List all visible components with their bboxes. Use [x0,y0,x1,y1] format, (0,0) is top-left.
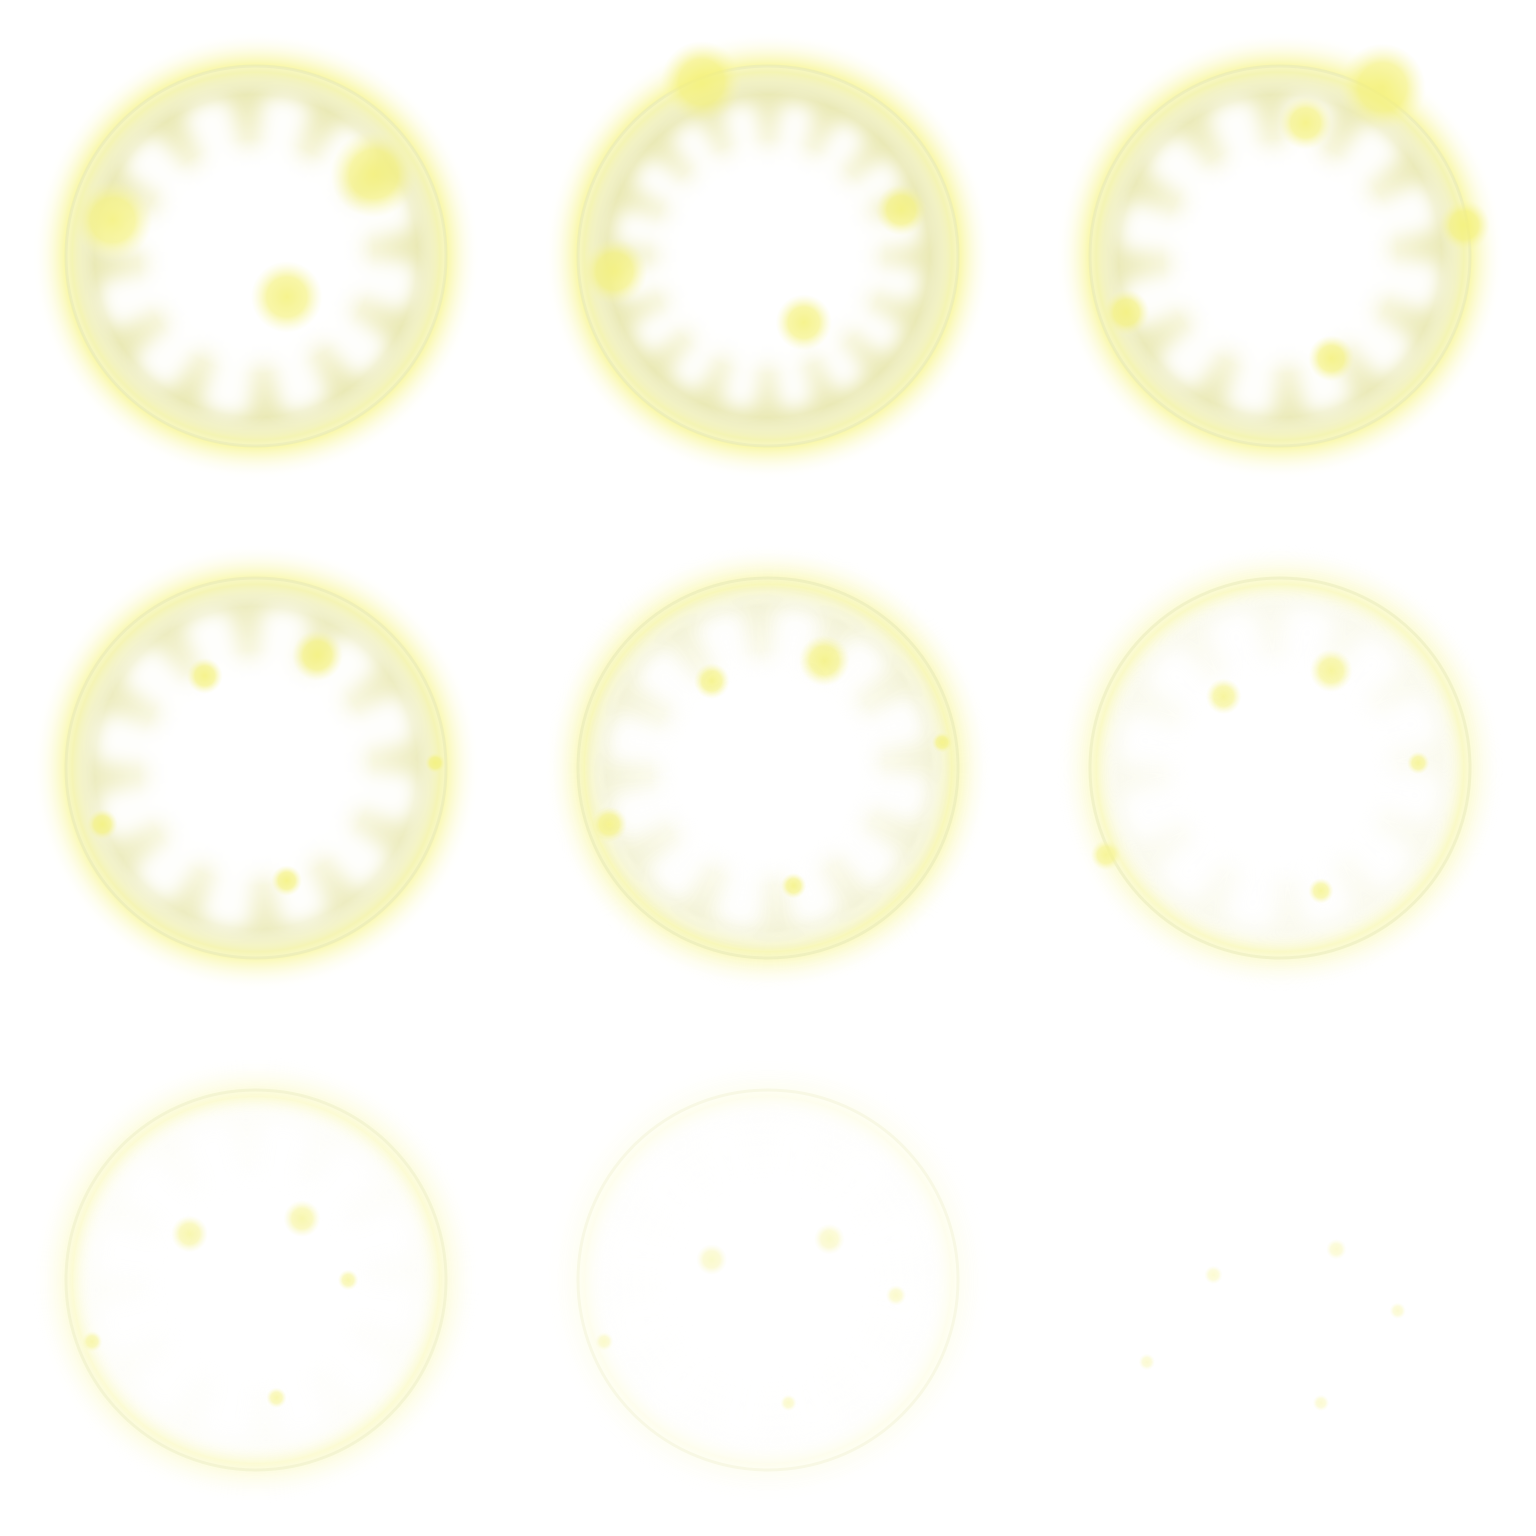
yellow-orb [885,1285,907,1306]
yellow-orb [696,1244,728,1275]
yellow-orb [581,238,648,305]
burst-frame-6 [1024,512,1536,1024]
yellow-orb [1308,335,1355,382]
yellow-orb [330,130,418,218]
rim-outline [64,64,448,448]
white-core [170,682,342,854]
yellow-orb [81,1331,103,1352]
rim-outline [576,576,960,960]
yellow-orb [775,294,832,351]
white-core [1194,682,1366,854]
rim-outline [1088,576,1472,960]
yellow-orb [693,663,730,699]
white-core [682,682,854,854]
yellow-orb [1338,43,1426,131]
yellow-orb [780,1394,797,1412]
yellow-orb [186,657,223,694]
yellow-orb [1389,1302,1406,1319]
yellow-orb [1205,678,1242,715]
yellow-orb [424,752,446,774]
yellow-orb [72,180,153,261]
yellow-orb [780,872,807,899]
yellow-orb [1278,96,1333,150]
rim-outline [64,576,448,960]
burst-frame-1 [0,0,512,512]
yellow-orb [266,1387,287,1408]
yellow-orb [1103,289,1150,336]
yellow-orb [291,629,344,681]
rim-outline [576,1088,960,1472]
yellow-orb [1406,751,1430,775]
burst-frame-5 [512,512,1024,1024]
yellow-orb [1308,878,1334,904]
burst-frame-4 [0,512,512,1024]
yellow-orb [1138,1353,1156,1371]
yellow-orb [1438,199,1490,251]
yellow-orb [814,1223,845,1255]
burst-frame-3 [1024,0,1536,512]
rim-outline [576,64,960,448]
yellow-orb [250,261,323,333]
yellow-orb [594,1332,614,1351]
yellow-orb [660,40,743,123]
yellow-orb [1326,1239,1347,1260]
rim-outline [64,1088,448,1472]
yellow-orb [1204,1265,1223,1285]
burst-frame-2 [512,0,1024,512]
yellow-orb [798,634,850,687]
yellow-orb [271,865,303,896]
white-core [682,1194,854,1366]
rim-outline [1088,64,1472,448]
burst-frame-7 [0,1024,512,1536]
yellow-orb [171,1215,208,1253]
white-core [170,1194,342,1366]
yellow-orb [283,1200,321,1237]
burst-frame-8 [512,1024,1024,1536]
yellow-orb [1312,1394,1330,1412]
white-core [1194,170,1366,342]
yellow-orb [1309,649,1353,693]
yellow-orb [591,806,628,843]
yellow-orb [931,732,953,753]
yellow-orb [87,808,118,840]
burst-frame-9 [1024,1024,1536,1536]
yellow-orb [337,1269,359,1291]
yellow-orb [1090,839,1122,871]
yellow-orb [875,184,927,236]
